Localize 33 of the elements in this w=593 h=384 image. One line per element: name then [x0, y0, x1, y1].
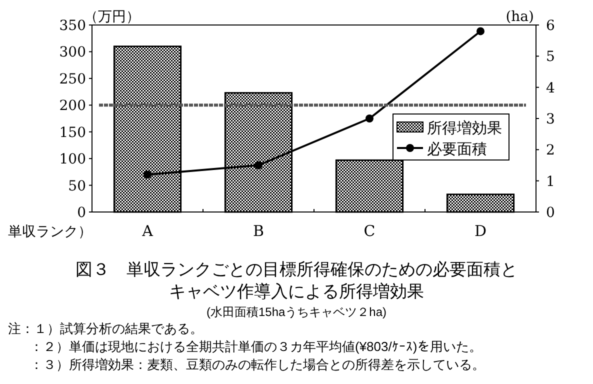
point — [254, 161, 262, 170]
y-tick-label: 250 — [59, 71, 86, 88]
text: 注：１）試算分析の結果である。 — [8, 321, 203, 336]
y2-tick-label: 4 — [546, 80, 555, 96]
x-tick-label: B — [252, 222, 264, 240]
y2-tick-label: 3 — [546, 112, 555, 128]
y-tick-label: 150 — [59, 124, 86, 141]
y-axis-title: （万円） — [84, 9, 140, 25]
y2-tick-label: 2 — [546, 142, 555, 159]
y-tick-label: 50 — [68, 178, 86, 194]
text: 図３ 単収ランクごとの目標所得確保のための必要面積とキャベツ作導入による所得増効果 — [76, 260, 518, 301]
x-tick-label: C — [364, 222, 376, 240]
point — [366, 114, 374, 122]
y2-tick-label: 6 — [546, 18, 555, 34]
x-axis-title: 単収ランク） — [8, 224, 92, 240]
text: (水田面積15haうちキャベツ２ha) — [206, 305, 387, 319]
text: ：２）単価は現地における全期共計単価の３カ年平均値(¥803/ｹｰｽ)を用いた。 — [30, 339, 482, 354]
text: ：３）所得増効果：麦類、豆類のみの転作した場合との所得差を示している。 — [30, 357, 485, 372]
point — [476, 27, 484, 36]
legend-label: 必要面積 — [427, 141, 487, 158]
y-tick-label: 0 — [77, 205, 86, 221]
y-tick-label: 350 — [59, 18, 86, 34]
point — [144, 170, 152, 179]
y-tick-label: 300 — [59, 44, 86, 61]
y-tick-label: 100 — [59, 152, 86, 168]
y-tick-label: 200 — [59, 98, 86, 114]
y2-axis-title: (ha) — [506, 9, 534, 25]
legend-label: 所得増効果 — [427, 120, 502, 137]
y2-tick-label: 1 — [546, 174, 555, 190]
x-tick-label: A — [141, 222, 154, 240]
y2-tick-label: 5 — [546, 49, 555, 66]
x-tick-label: D — [474, 222, 487, 240]
y2-tick-label: 0 — [546, 205, 555, 221]
